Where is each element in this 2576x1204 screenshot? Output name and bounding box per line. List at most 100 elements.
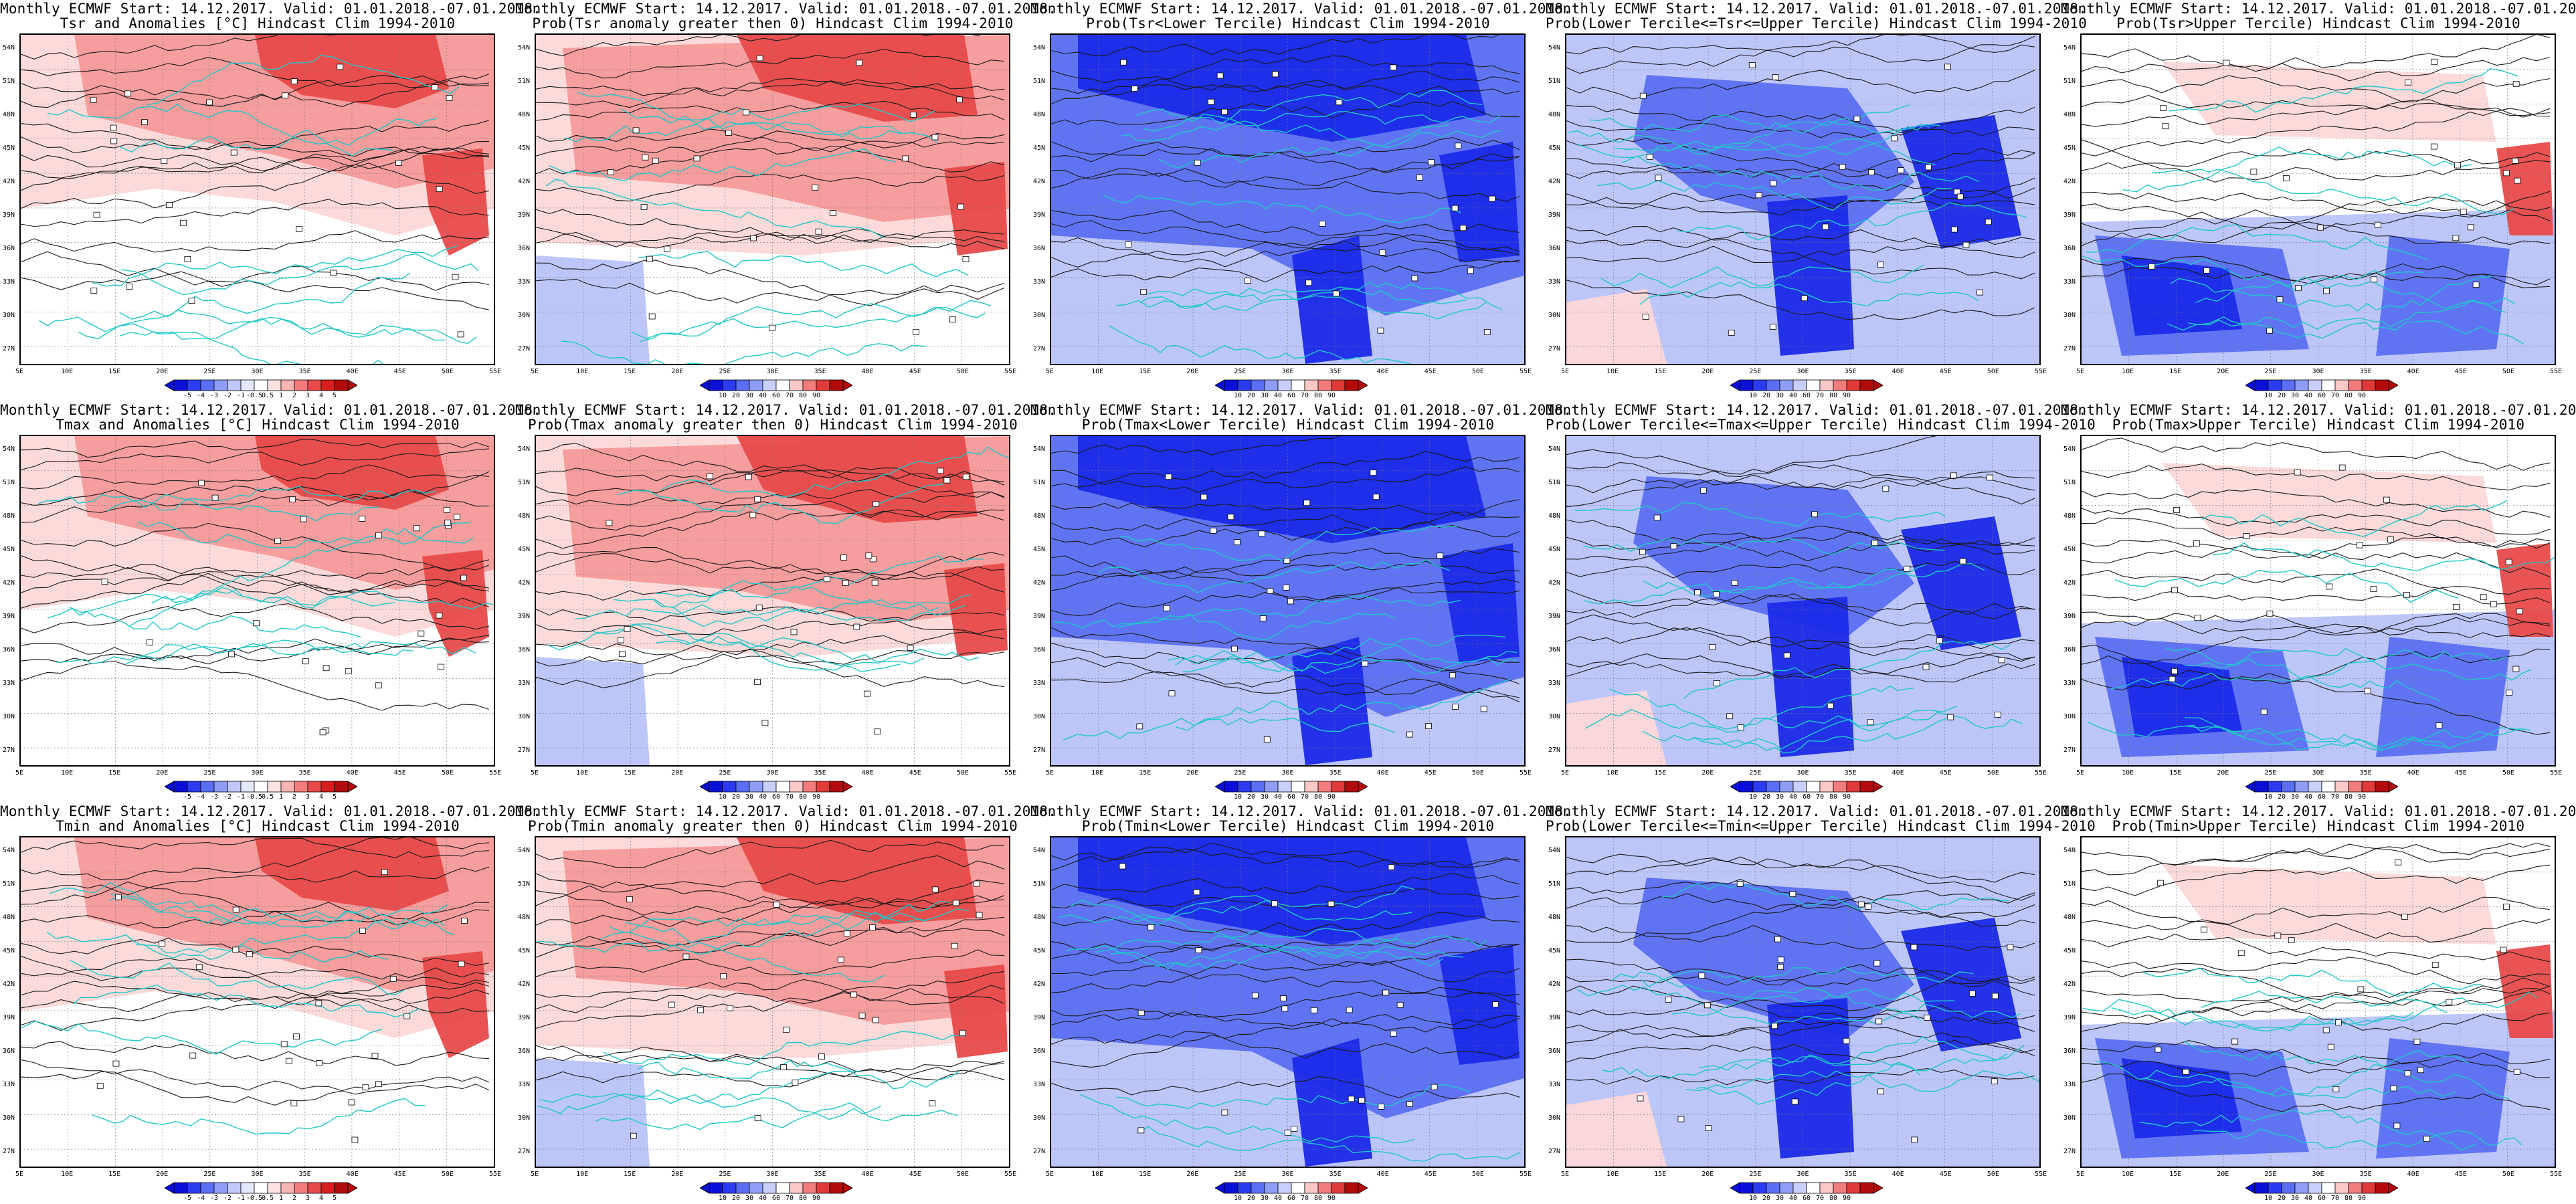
station-marker <box>769 324 776 331</box>
coastline <box>69 587 395 613</box>
station-marker <box>1327 900 1335 907</box>
colorbar-swatch <box>2268 781 2282 793</box>
station-marker <box>2316 224 2324 231</box>
longitude-label: 40E <box>1376 1171 1389 1178</box>
colorbar-tick-label: 70 <box>785 793 794 801</box>
coastline <box>47 104 394 157</box>
longitude-label: 40E <box>1892 769 1904 777</box>
coastline <box>2142 967 2482 997</box>
contour-line <box>21 74 490 108</box>
coastline <box>2201 991 2538 1009</box>
station-marker <box>1877 262 1884 268</box>
panel-title-line1: Monthly ECMWF Start: 14.12.2017. Valid: … <box>515 402 1057 418</box>
station-marker <box>1234 539 1240 545</box>
station-marker <box>2183 1069 2189 1075</box>
coastline <box>1643 563 1985 597</box>
contour-line <box>1051 35 1499 57</box>
station-marker <box>1959 558 1966 565</box>
longitude-label: 30E <box>2312 769 2324 777</box>
station-marker <box>1208 98 1214 105</box>
colorbar-swatch <box>267 1182 282 1194</box>
longitude-label: 50E <box>956 368 969 375</box>
forecast-map-panel: Monthly ECMWF Start: 14.12.2017. Valid: … <box>2061 401 2576 803</box>
station-marker <box>1713 591 1720 597</box>
station-marker <box>2332 1086 2340 1092</box>
coastline <box>2140 1049 2469 1097</box>
latitude-label: 33N <box>2063 1081 2076 1088</box>
station-marker <box>2276 296 2284 303</box>
station-marker <box>1875 1018 1883 1025</box>
station-marker <box>962 474 970 480</box>
colorbar <box>700 379 852 391</box>
station-marker <box>1216 72 1224 79</box>
coastline <box>118 118 438 153</box>
station-marker <box>697 1007 705 1013</box>
contour-line <box>21 199 490 227</box>
colorbar-tick-label: 40 <box>1273 793 1283 801</box>
colorbar-swatch <box>1779 781 1794 793</box>
colorbar-tick-label: 80 <box>1313 392 1323 399</box>
colorbar-tick-label: 80 <box>1829 392 1838 399</box>
station-marker <box>1748 62 1756 68</box>
station-marker <box>874 728 881 735</box>
coastline <box>1693 712 2023 750</box>
station-marker <box>1865 903 1871 910</box>
colorbar-tick-label: 90 <box>1842 793 1851 801</box>
contour-line <box>2082 95 2551 118</box>
coastline <box>119 309 477 344</box>
contour-line <box>2082 617 2551 665</box>
contour-line <box>21 123 490 157</box>
station-marker <box>1770 180 1777 187</box>
colorbar-swatch <box>213 781 228 793</box>
station-marker <box>101 579 108 585</box>
contour-line <box>21 147 490 179</box>
station-marker <box>707 473 713 480</box>
colorbar-swatch <box>240 379 255 391</box>
longitude-label: 40E <box>2407 368 2419 375</box>
coastline <box>1574 502 1946 527</box>
station-marker <box>2231 1038 2239 1045</box>
longitude-label: 35E <box>298 769 311 777</box>
colorbar-tick-label: 1 <box>278 1195 284 1202</box>
station-marker <box>640 204 648 210</box>
colorbar-swatch <box>1251 379 1265 391</box>
forecast-map-panel: Monthly ECMWF Start: 14.12.2017. Valid: … <box>0 803 541 1204</box>
station-marker <box>1998 657 2005 664</box>
station-marker <box>2512 80 2520 87</box>
longitude-label: 55E <box>1519 769 1532 777</box>
contour-line <box>536 985 1005 1013</box>
station-marker <box>850 991 857 998</box>
station-marker <box>1406 731 1413 738</box>
colorbar-tick-label: 80 <box>798 1195 808 1202</box>
longitude-label: 25E <box>203 368 216 375</box>
shaded-field-area <box>1767 195 1854 356</box>
longitude-label: 40E <box>346 368 359 375</box>
colorbar-swatch <box>829 379 844 391</box>
contour-line <box>536 128 1005 173</box>
coastline <box>2167 299 2506 331</box>
colorbar-tick-label: 80 <box>2344 793 2353 801</box>
coastline <box>1641 967 1974 988</box>
latitude-label: 36N <box>518 646 531 654</box>
longitude-label: 50E <box>2502 1171 2514 1178</box>
coastline <box>620 108 938 143</box>
coastline <box>91 1098 426 1135</box>
coastline <box>2184 647 2531 681</box>
station-marker <box>1388 864 1395 870</box>
colorbar-tick-label: 3 <box>305 392 310 399</box>
station-marker <box>727 1005 733 1011</box>
station-marker <box>754 679 761 686</box>
longitude-label: 10E <box>2122 1171 2134 1178</box>
coastline <box>92 245 458 287</box>
station-marker <box>188 298 195 304</box>
station-marker <box>446 95 453 101</box>
latitude-label: 27N <box>2063 746 2076 754</box>
contour-line <box>21 982 490 1012</box>
station-marker <box>626 896 633 902</box>
colorbar-swatch <box>2308 1182 2322 1194</box>
station-marker <box>345 668 352 674</box>
station-marker <box>2338 464 2346 471</box>
longitude-label: 15E <box>108 368 121 375</box>
station-marker <box>1911 1136 1918 1143</box>
coastline <box>2212 542 2555 572</box>
